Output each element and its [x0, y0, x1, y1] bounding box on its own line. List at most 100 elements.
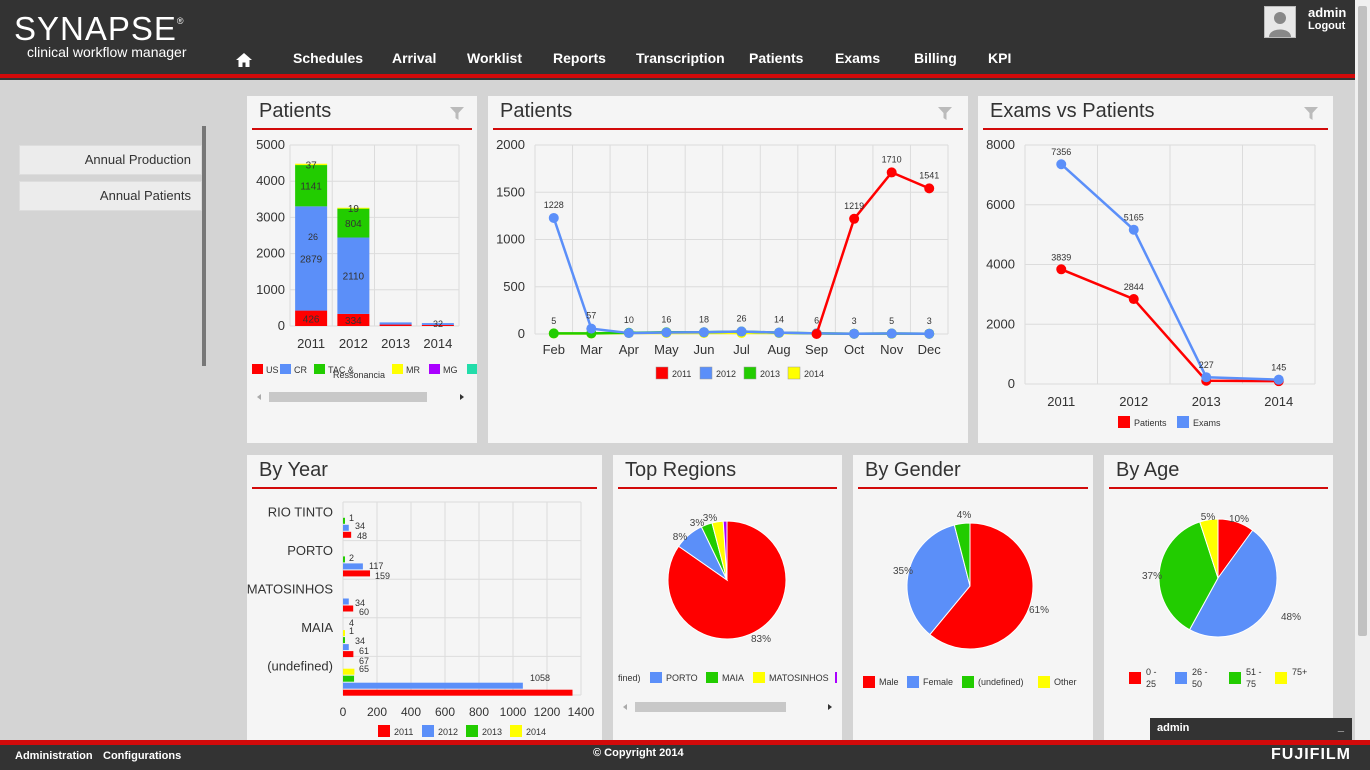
scroll-left-icon[interactable] [257, 394, 261, 400]
nav-exams[interactable]: Exams [835, 50, 881, 66]
chart-horizontal-scrollbar[interactable] [255, 390, 465, 402]
legend-swatch [466, 725, 478, 737]
user-silhouette-icon [1269, 12, 1291, 37]
x-tick-label: Nov [880, 342, 904, 357]
fujifilm-logo: FUJIFILM [1271, 746, 1351, 763]
bar [343, 524, 349, 531]
pie-slice [1158, 521, 1219, 631]
page-scrollbar[interactable] [1355, 0, 1370, 740]
chart-horizontal-scrollbar[interactable] [621, 700, 834, 712]
nav-billing[interactable]: Billing [914, 50, 957, 66]
pie-slice [953, 522, 971, 587]
bar [343, 556, 345, 563]
legend-swatch [510, 725, 522, 737]
y-tick-label: 8000 [986, 137, 1015, 152]
scroll-right-icon[interactable] [460, 394, 464, 400]
bar-data-label: 34 [355, 521, 365, 531]
legend-label: 25 [1146, 679, 1156, 689]
bar-segment [337, 207, 370, 209]
legend-label: MR [406, 365, 420, 375]
chat-window-bar[interactable]: admin _ [1150, 718, 1352, 742]
nav-schedules[interactable]: Schedules [293, 50, 364, 66]
legend-swatch [422, 725, 434, 737]
avatar[interactable] [1264, 6, 1296, 38]
filter-icon[interactable] [938, 107, 952, 121]
scrollbar-thumb[interactable] [1358, 6, 1367, 636]
pie-label: 5% [1201, 512, 1216, 523]
bar-segment [295, 310, 328, 326]
data-point [661, 327, 672, 338]
stacked-bar-chart: 0 1000 2000 3000 4000 5000 426 2879 1141 37 2011 33… [252, 137, 477, 380]
sidebar-item-annual-production[interactable]: Annual Production [19, 145, 202, 175]
nav-worklist[interactable]: Worklist [467, 50, 522, 66]
x-tick-label: 2012 [339, 336, 368, 351]
data-point [924, 183, 935, 194]
x-tick-label: 0 [340, 705, 347, 719]
legend-swatch [314, 364, 325, 374]
legend-label: 2014 [526, 727, 546, 737]
bar [343, 605, 354, 612]
data-label: 1541 [919, 170, 939, 180]
app-header: SYNAPSE® clinical workflow manager Sched… [0, 0, 1370, 80]
sidebar-resize-handle[interactable] [202, 126, 206, 366]
legend-swatch [1175, 672, 1187, 684]
bar-data-label: 1 [349, 513, 354, 523]
legend-label: TAC & [328, 365, 354, 375]
panel-title-underline [252, 487, 597, 489]
footer-configurations-link[interactable]: Configurations [103, 750, 182, 762]
bar [343, 668, 355, 675]
bar-data-label: 1 [349, 626, 354, 636]
data-label: 3839 [1051, 252, 1071, 262]
filter-icon[interactable] [450, 107, 464, 121]
bar-data-label: 334 [345, 316, 362, 327]
data-label: 6 [814, 315, 819, 325]
home-icon[interactable] [236, 53, 252, 67]
logout-link[interactable]: Logout [1308, 20, 1346, 32]
bar-segment [337, 313, 370, 326]
x-tick-label: 600 [435, 705, 455, 719]
data-point [886, 167, 897, 178]
scroll-thumb[interactable] [269, 392, 427, 402]
legend-swatch [280, 364, 291, 374]
data-point [548, 328, 559, 339]
x-tick-label: May [654, 342, 679, 357]
data-point [623, 328, 634, 339]
synapse-logo[interactable]: SYNAPSE® [14, 10, 185, 47]
bar-segment [295, 163, 328, 166]
legend-swatch [753, 672, 765, 683]
panel-title-underline [252, 128, 472, 130]
nav-patients[interactable]: Patients [749, 50, 804, 66]
sidebar-item-annual-patients[interactable]: Annual Patients [19, 181, 202, 211]
y-tick-label: 3000 [256, 209, 285, 224]
scroll-left-icon[interactable] [623, 704, 627, 710]
bar-data-label: 60 [359, 607, 369, 617]
data-point [1201, 372, 1212, 383]
panel-by-year: By Year 0 200 400 600 800 1000 1200 1400 RIO TIN… [247, 455, 602, 740]
panel-title: By Age [1116, 459, 1180, 481]
bar [343, 689, 573, 696]
panel-title-underline [1109, 487, 1328, 489]
scroll-right-icon[interactable] [828, 704, 832, 710]
pie-label: 48% [1281, 612, 1301, 623]
legend-label: 2013 [760, 369, 780, 379]
data-point [924, 328, 935, 339]
nav-kpi[interactable]: KPI [988, 50, 1012, 66]
scroll-thumb[interactable] [635, 702, 786, 712]
bar-data-label: 26 [308, 232, 318, 242]
nav-transcription[interactable]: Transcription [636, 50, 725, 66]
bar-segment [379, 324, 412, 326]
y-tick-label: 0 [278, 318, 285, 333]
data-label: 5 [551, 316, 556, 326]
legend-swatch [706, 672, 718, 683]
panel-by-age: By Age 10% 48% 37% 5% 0 - 25 26 - 50 51 - 75 75+ [1104, 455, 1333, 740]
chat-minimize-button[interactable]: _ [1337, 721, 1344, 733]
y-tick-label: MATOSINHOS [247, 582, 333, 597]
bar [343, 531, 352, 538]
filter-icon[interactable] [1304, 107, 1318, 121]
nav-arrival[interactable]: Arrival [392, 50, 437, 66]
footer-administration-link[interactable]: Administration [15, 750, 93, 762]
legend-label: 2011 [394, 727, 413, 737]
data-point [1273, 374, 1284, 385]
nav-reports[interactable]: Reports [553, 50, 606, 66]
bar-data-label: 67 [359, 656, 369, 666]
